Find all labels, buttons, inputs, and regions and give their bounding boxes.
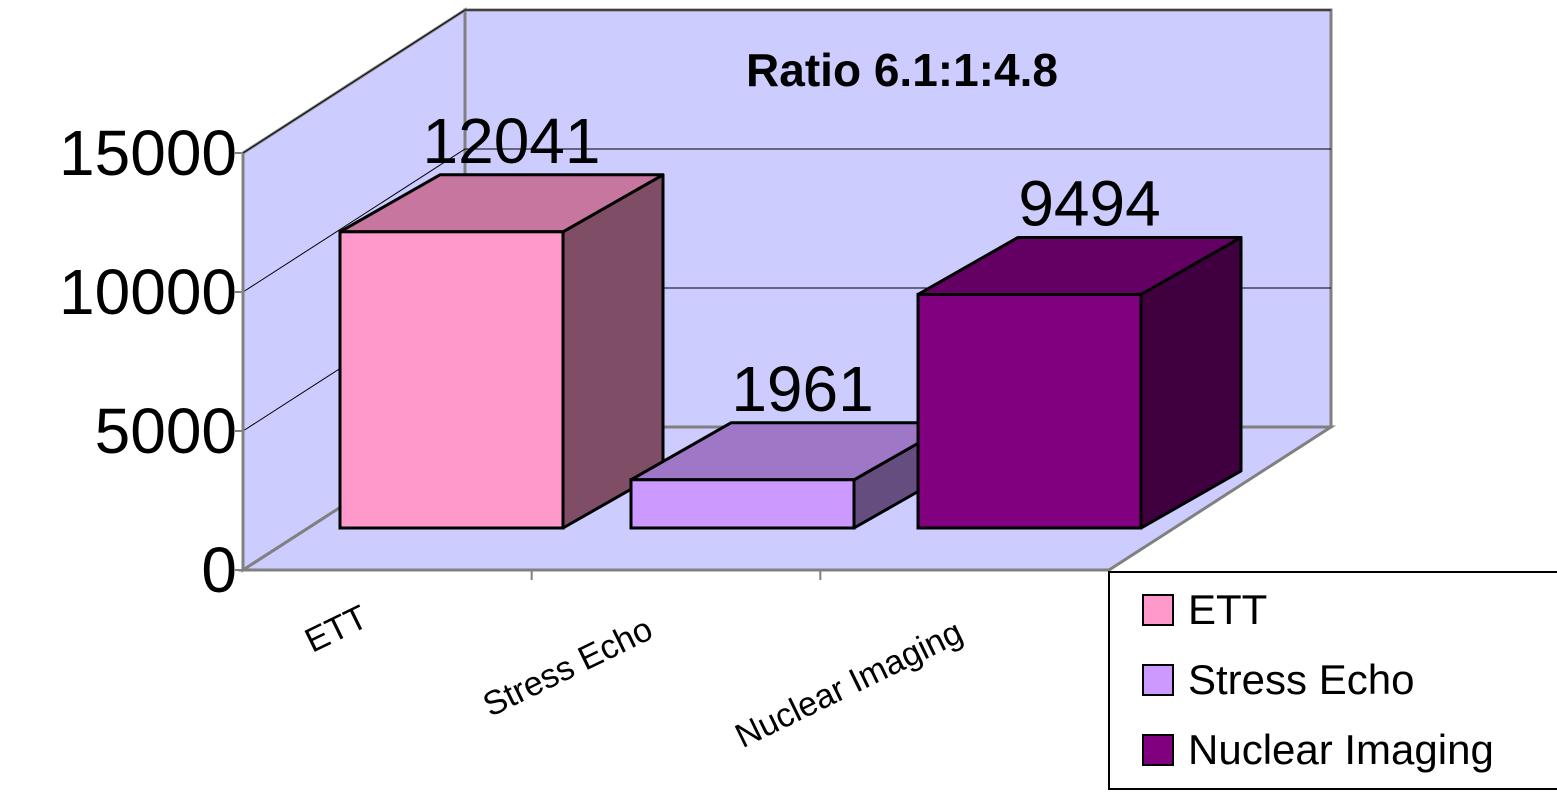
legend-item-ett: ETT (1142, 585, 1267, 635)
x-category-label-stress-echo: Stress Echo (477, 610, 658, 725)
legend-swatch-nuclear-imaging (1142, 734, 1174, 766)
legend: ETT Stress Echo Nuclear Imaging (1108, 571, 1557, 790)
bar-front-ett (338, 230, 565, 530)
legend-item-nuclear-imaging: Nuclear Imaging (1142, 725, 1494, 775)
x-category-label-ett: ETT (299, 598, 373, 660)
legend-item-stress-echo: Stress Echo (1142, 655, 1414, 705)
bars (338, 173, 1243, 530)
legend-swatch-ett (1142, 594, 1174, 626)
gridline-15000 (242, 9, 1331, 154)
data-label-stress-echo: 1961 (731, 353, 873, 425)
legend-label-ett: ETT (1188, 586, 1268, 633)
bar-nuclear-imaging (916, 235, 1243, 530)
axis-ticks (235, 152, 822, 580)
bar-front-nuclear-imaging (916, 292, 1143, 530)
y-tick-label-0: 0 (201, 534, 237, 606)
chart-title: Ratio 6.1:1:4.8 (746, 44, 1058, 96)
y-tick-label-5000: 5000 (95, 395, 237, 467)
bar-ett (338, 173, 665, 530)
bar-front-stress-echo (629, 478, 856, 530)
bar-stress-echo (629, 421, 956, 530)
legend-swatch-stress-echo (1142, 664, 1174, 696)
legend-label-stress-echo: Stress Echo (1188, 656, 1415, 703)
gridline-10000 (242, 148, 1331, 293)
data-label-ett: 12041 (423, 105, 601, 177)
x-category-label-nuclear-imaging: Nuclear Imaging (729, 613, 968, 756)
y-tick-label-10000: 10000 (59, 256, 237, 328)
legend-label-nuclear-imaging: Nuclear Imaging (1188, 726, 1494, 773)
y-tick-label-15000: 15000 (59, 117, 237, 189)
data-label-nuclear-imaging: 9494 (1018, 167, 1160, 239)
